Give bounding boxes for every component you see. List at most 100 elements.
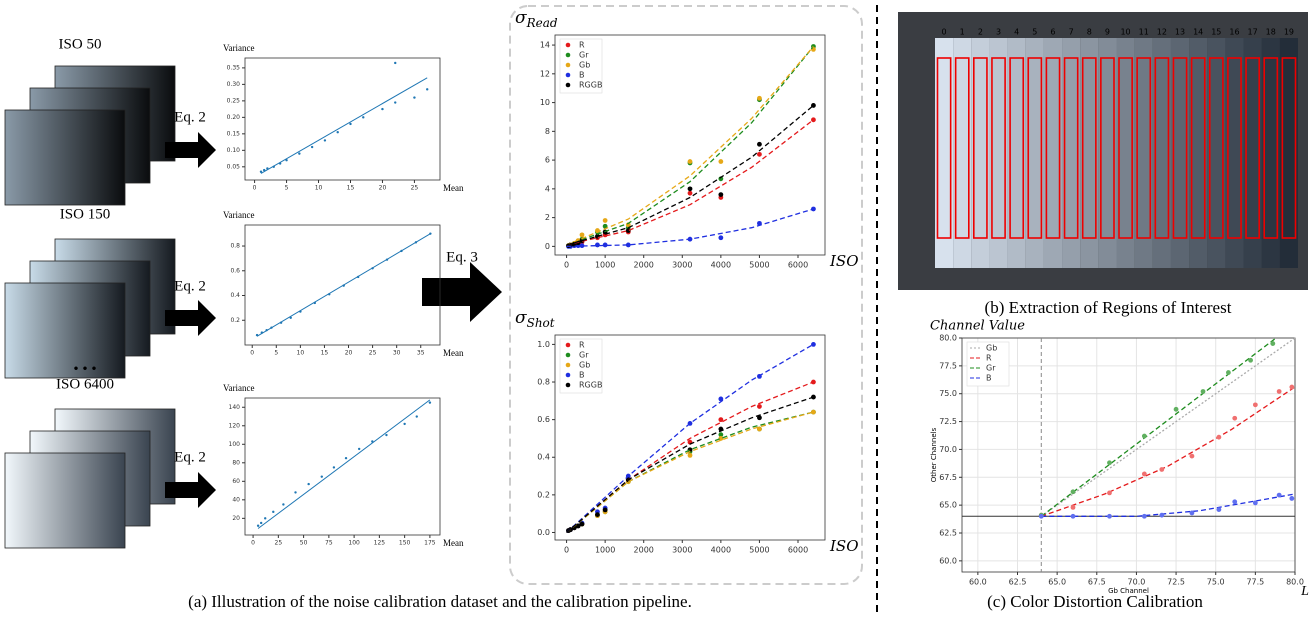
y-tick-label: 62.5 <box>939 529 957 538</box>
data-point <box>602 242 608 248</box>
plot-frame <box>244 397 441 536</box>
data-point <box>403 422 406 426</box>
data-point <box>256 524 260 527</box>
patch-label: 2 <box>978 28 983 37</box>
chart-title: Channel Value <box>930 319 1025 334</box>
x-tick-label: 80.0 <box>1286 578 1304 587</box>
title-subscript: Shot <box>527 316 555 330</box>
data-point <box>602 507 608 513</box>
patch-label: 1 <box>960 28 965 37</box>
y-axis-label: Variance <box>223 43 254 53</box>
legend-marker <box>565 372 571 378</box>
chart: 0.05 0.10 0.15 0.20 0.25 0.30 0.35 0 5 10 15 20 25 Va… <box>223 43 464 193</box>
patch-label: 13 <box>1175 28 1185 37</box>
data-point <box>259 521 263 525</box>
data-point <box>1270 341 1276 346</box>
x-tick-label: 100 <box>348 540 360 547</box>
data-point <box>1070 504 1076 510</box>
y-tick-label: 0.6 <box>230 267 240 274</box>
roi-box <box>1263 57 1279 239</box>
y-tick-label: 77.5 <box>939 361 957 370</box>
image-frame <box>4 452 126 549</box>
y-tick-label: 0.35 <box>227 64 241 71</box>
fit-line <box>566 46 814 246</box>
data-point <box>1141 471 1147 477</box>
patch-label: 11 <box>1139 28 1149 37</box>
legend-label: R <box>986 354 992 363</box>
roi-box <box>991 57 1006 239</box>
legend-label: Gb <box>579 61 590 70</box>
patch-label: 15 <box>1211 28 1221 37</box>
legend-label: Gr <box>579 51 589 60</box>
roi-box <box>1281 57 1297 239</box>
data-point <box>595 242 600 248</box>
x-axis-label: ISO <box>829 537 859 555</box>
patch-label: 10 <box>1120 28 1130 37</box>
data-point <box>426 88 429 91</box>
y-tick-label: 120 <box>229 422 241 429</box>
data-point <box>310 145 314 149</box>
data-point <box>428 401 432 404</box>
x-tick-label: 30 <box>393 350 401 357</box>
y-tick-label: 60 <box>232 478 240 485</box>
plot-frame <box>244 57 441 181</box>
x-tick-label: 6000 <box>788 546 808 555</box>
fit-line <box>566 381 814 533</box>
x-tick-label: 75.0 <box>1207 578 1225 587</box>
x-tick-label: 50 <box>300 540 308 547</box>
patch <box>989 38 1008 268</box>
y-tick-label: 100 <box>229 441 241 448</box>
data-point <box>415 415 418 418</box>
roi-box <box>1027 57 1043 239</box>
x-tick-label: 65.0 <box>1048 578 1066 587</box>
y-tick-label: 0.6 <box>537 415 550 424</box>
y-tick-label: 0.8 <box>537 378 550 387</box>
patch <box>1043 38 1063 268</box>
x-tick-label: 5000 <box>749 261 769 270</box>
data-point <box>579 521 585 527</box>
fit-line <box>1040 337 1277 517</box>
roi-box <box>954 57 970 239</box>
data-point <box>1226 370 1231 375</box>
fit-line <box>566 46 814 246</box>
data-point <box>1289 384 1295 390</box>
x-tick-label: 5000 <box>749 546 769 555</box>
roi-box <box>972 57 988 239</box>
roi-box <box>1009 57 1025 239</box>
roi-box <box>1245 57 1261 239</box>
legend-label: Gb <box>579 361 590 370</box>
patch <box>1170 38 1190 268</box>
data-point <box>332 466 336 469</box>
data-point <box>718 436 724 441</box>
x-tick-label: 150 <box>399 540 411 547</box>
iso-label: ISO 50 <box>59 36 102 52</box>
plot-frame <box>554 34 826 256</box>
image-frame <box>4 109 126 206</box>
fit-line <box>566 396 814 533</box>
patch-label: 12 <box>1157 28 1167 37</box>
fit-line <box>566 343 814 533</box>
y-axis-label: Variance <box>223 210 254 220</box>
fit-line <box>260 77 428 174</box>
y-tick-label: 12 <box>540 69 550 78</box>
x-tick-label: 15 <box>321 350 329 357</box>
patch <box>1243 38 1262 268</box>
roi-box <box>1081 57 1097 239</box>
plot-frame <box>554 334 826 541</box>
roi-image: 0 1 2 3 4 5 6 7 8 9 10 11 12 13 14 15 16 17 18 19 <box>898 12 1308 290</box>
data-point <box>357 447 361 451</box>
data-point <box>413 96 416 99</box>
y-tick-label: 0.0 <box>537 528 550 537</box>
data-point <box>349 122 352 126</box>
y-axis-label: Other Channels <box>930 427 938 482</box>
patch <box>1279 38 1298 268</box>
x-tick-label: 3000 <box>672 261 692 270</box>
roi-box <box>1063 57 1079 239</box>
y-tick-label: 0.8 <box>230 243 240 250</box>
y-tick-label: 0.4 <box>537 453 550 462</box>
legend-label: R <box>579 341 585 350</box>
legend-label: Gr <box>986 364 996 373</box>
fit-line <box>1041 386 1296 517</box>
chart: 20 40 60 80 100 120 140 0 25 50 75 100 125 150 175 Vari… <box>223 383 464 548</box>
